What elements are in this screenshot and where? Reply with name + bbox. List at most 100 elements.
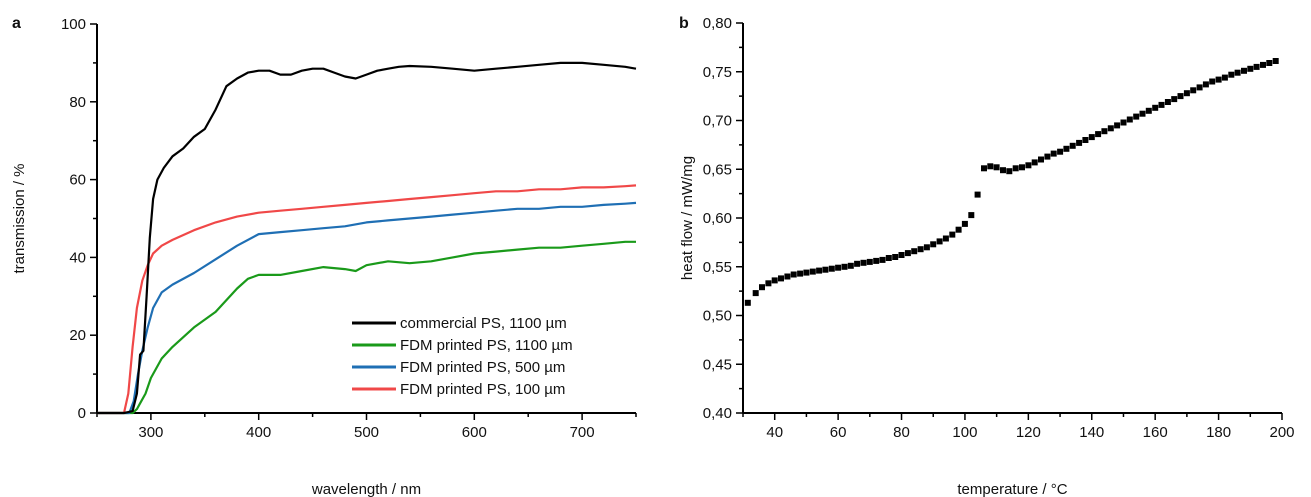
data-point [1139, 110, 1146, 117]
data-point [942, 235, 949, 242]
data-point [898, 252, 905, 258]
series-line-1 [97, 240, 636, 415]
data-point [1107, 125, 1114, 132]
y-tick-label: 0,45 [703, 356, 732, 373]
data-point [1076, 139, 1083, 146]
x-tick-label: 100 [952, 424, 977, 441]
panel-b-letter: b [679, 15, 689, 32]
data-point [771, 277, 778, 284]
data-point [1012, 165, 1019, 172]
data-point [809, 268, 816, 275]
data-point [1057, 148, 1064, 155]
x-tick-label: 200 [1269, 424, 1294, 441]
data-point [1044, 153, 1051, 160]
data-point [1088, 134, 1095, 141]
data-point [1031, 159, 1038, 166]
data-point [1114, 122, 1121, 129]
data-point [974, 191, 981, 198]
panel-a-transmission-chart: a 300 400 500 600 700 0 20 40 60 80 100 wavelength… [11, 15, 637, 497]
data-point [1266, 60, 1273, 66]
data-point [822, 266, 829, 273]
x-tick-label: 120 [1016, 424, 1041, 441]
x-tick-label: 400 [246, 424, 271, 441]
data-point [1272, 58, 1279, 64]
data-point [790, 271, 797, 278]
data-point [778, 275, 784, 282]
data-point [1152, 104, 1159, 111]
data-point [1190, 87, 1197, 94]
data-point [1171, 96, 1178, 103]
y-tick-label: 0,80 [703, 15, 732, 32]
legend-label: FDM printed PS, 1100 µm [400, 337, 573, 354]
y-tick-label: 0 [78, 405, 86, 422]
x-tick-label: 500 [354, 424, 379, 441]
data-point [1253, 63, 1260, 70]
y-tick-label: 20 [69, 327, 86, 344]
series-line-0 [97, 61, 637, 415]
x-tick-label: 180 [1206, 424, 1231, 441]
data-point [1145, 107, 1152, 114]
data-point [1019, 164, 1025, 171]
data-point [879, 256, 886, 263]
data-point [885, 255, 892, 261]
panel-a-plot-area: 300 400 500 600 700 0 20 40 60 80 100 [61, 16, 637, 441]
panel-b-plot-area: 40 60 80 100 120 140 160 180 200 0,40 0,45 0,50 0,55… [703, 15, 1295, 441]
panel-b-x-axis-title: temperature / °C [957, 481, 1067, 497]
x-tick-label: 700 [570, 424, 595, 441]
y-tick-label: 0,50 [703, 308, 732, 325]
data-point [949, 231, 956, 238]
legend-label: FDM printed PS, 100 µm [400, 381, 565, 398]
legend-label: commercial PS, 1100 µm [400, 315, 567, 332]
data-point [873, 257, 880, 264]
data-point [1158, 101, 1165, 108]
data-point [1133, 113, 1140, 120]
data-point [854, 260, 861, 267]
data-point [987, 163, 994, 170]
y-tick-label: 0,55 [703, 259, 732, 276]
x-tick-label: 40 [766, 424, 783, 441]
data-point [911, 248, 918, 255]
data-point [1260, 61, 1266, 68]
data-point [892, 254, 899, 260]
panel-a-y-axis-title: transmission / % [11, 163, 28, 273]
y-tick-label: 40 [69, 249, 86, 266]
data-point [1202, 81, 1209, 88]
data-point [1164, 99, 1171, 105]
panel-a-letter: a [12, 15, 21, 32]
data-point [860, 259, 867, 266]
data-point [1126, 116, 1133, 123]
data-point [1025, 162, 1032, 169]
data-point [930, 241, 937, 248]
data-point [841, 263, 848, 270]
data-point [1120, 119, 1127, 126]
data-point [744, 299, 751, 306]
data-point [1221, 74, 1228, 81]
data-point [828, 265, 835, 272]
data-point [923, 244, 930, 251]
y-tick-label: 0,65 [703, 161, 732, 178]
panel-b-y-axis-title: heat flow / mW/mg [679, 156, 696, 280]
data-point [1063, 145, 1070, 152]
data-point [816, 267, 823, 274]
data-point [955, 226, 962, 233]
panel-b-heat-flow-chart: b 40 60 80 100 120 140 160 180 200 0,40 0,45 0,50 0,… [679, 15, 1295, 497]
data-point [1000, 167, 1006, 174]
data-point [765, 280, 772, 287]
data-point [968, 212, 975, 219]
legend-label: FDM printed PS, 500 µm [400, 359, 565, 376]
y-tick-label: 0,75 [703, 64, 732, 81]
data-point [936, 238, 943, 245]
data-point [1209, 78, 1216, 85]
data-point [993, 164, 1000, 171]
data-point [847, 262, 854, 269]
data-point [917, 246, 924, 253]
y-tick-label: 100 [61, 16, 86, 33]
data-point [797, 270, 804, 277]
x-tick-label: 600 [462, 424, 487, 441]
y-tick-label: 80 [69, 94, 86, 111]
y-tick-label: 0,40 [703, 405, 732, 422]
data-point [1228, 71, 1235, 78]
data-point [1038, 156, 1044, 163]
data-point [784, 273, 791, 280]
